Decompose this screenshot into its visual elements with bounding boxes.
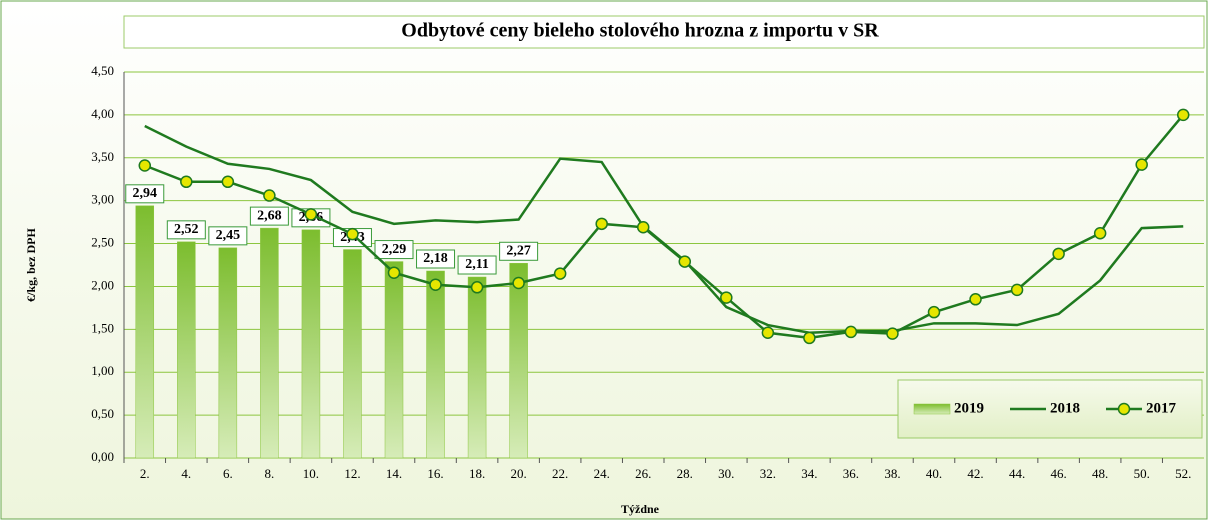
marker	[720, 291, 733, 304]
bar	[426, 270, 445, 459]
x-axis-label: Týždne	[621, 502, 660, 516]
x-tick-label: 4.	[181, 466, 191, 481]
marker	[844, 325, 858, 339]
x-tick-label: 6.	[223, 466, 233, 481]
x-tick-label: 2.	[140, 466, 150, 481]
value-label: 2,94	[133, 186, 158, 201]
bar	[509, 263, 528, 459]
value-label: 2,45	[216, 228, 241, 243]
marker	[1010, 283, 1024, 297]
value-label: 2,18	[423, 251, 448, 266]
marker	[1052, 247, 1065, 261]
legend-swatch	[913, 403, 951, 415]
marker	[803, 331, 816, 345]
marker	[180, 175, 193, 189]
line	[144, 114, 1185, 340]
x-tick-label: 28.	[677, 466, 693, 481]
marker	[346, 227, 359, 241]
x-tick-label: 44.	[1009, 466, 1025, 481]
y-tick-label: 0,50	[91, 406, 114, 421]
y-tick-label: 1,50	[91, 320, 114, 335]
marker	[512, 276, 525, 290]
marker	[1093, 227, 1107, 240]
value-label: 2,68	[257, 208, 282, 223]
x-tick-label: 34.	[801, 466, 817, 481]
legend-label: 2017	[1146, 400, 1177, 416]
marker	[886, 327, 899, 340]
x-tick-label: 22.	[552, 466, 568, 481]
x-tick-label: 42.	[967, 466, 983, 481]
value-label: 2,29	[382, 242, 407, 257]
value-label-box	[499, 241, 539, 261]
legend-marker	[1117, 402, 1131, 416]
y-tick-label: 0,00	[91, 449, 114, 464]
marker	[221, 175, 235, 189]
bar	[301, 229, 321, 459]
y-tick-label: 2,00	[91, 277, 114, 292]
x-tick-label: 32.	[760, 466, 776, 481]
marker	[429, 278, 442, 291]
legend-label: 2018	[1050, 400, 1080, 416]
x-tick-label: 48.	[1092, 466, 1108, 481]
value-label-box	[208, 226, 248, 246]
x-tick-label: 36.	[843, 466, 859, 481]
bar	[260, 227, 279, 459]
x-tick-label: 46.	[1050, 466, 1066, 481]
x-tick-label: 10.	[303, 466, 319, 481]
bar	[343, 249, 362, 459]
value-label: 2,11	[465, 257, 489, 272]
marker	[138, 159, 152, 172]
x-tick-label: 20.	[510, 466, 526, 481]
x-tick-label: 8.	[265, 466, 275, 481]
x-tick-label: 24.	[594, 466, 610, 481]
marker	[1176, 108, 1190, 122]
y-tick-label: 2,50	[91, 235, 114, 250]
x-tick-label: 30.	[718, 466, 734, 481]
title-box	[123, 15, 1205, 49]
value-label: 2,52	[174, 222, 199, 237]
bar	[384, 261, 404, 459]
y-tick-label: 4,50	[91, 63, 114, 78]
marker	[636, 221, 650, 234]
marker	[387, 266, 401, 279]
x-tick-label: 38.	[884, 466, 900, 481]
y-tick-label: 3,50	[91, 149, 114, 164]
marker	[678, 255, 692, 268]
x-tick-label: 52.	[1175, 466, 1191, 481]
bar	[135, 205, 155, 459]
marker	[761, 326, 775, 340]
value-label-box	[166, 220, 206, 240]
marker	[595, 217, 608, 231]
x-tick-label: 50.	[1134, 466, 1150, 481]
y-axis-label: €/kg, bez DPH	[24, 228, 38, 302]
x-tick-label: 14.	[386, 466, 402, 481]
x-tick-label: 16.	[427, 466, 443, 481]
marker	[1135, 158, 1148, 171]
value-label-box	[249, 206, 289, 226]
y-tick-label: 4,00	[91, 106, 114, 121]
x-tick-label: 40.	[926, 466, 942, 481]
y-tick-label: 3,00	[91, 192, 114, 207]
bar	[218, 247, 238, 459]
x-tick-label: 26.	[635, 466, 651, 481]
x-tick-label: 12.	[344, 466, 360, 481]
value-label: 2,27	[506, 244, 531, 259]
marker	[263, 189, 276, 202]
marker	[553, 267, 567, 280]
marker	[969, 293, 982, 306]
legend-label: 2019	[954, 400, 984, 416]
marker	[470, 281, 484, 294]
marker	[927, 305, 941, 319]
value-label-box	[374, 240, 414, 260]
y-tick-label: 1,00	[91, 363, 114, 378]
marker	[304, 208, 318, 221]
chart-title: Odbytové ceny bieleho stolového hrozna z…	[401, 20, 879, 42]
bar	[467, 276, 487, 459]
value-label-box	[416, 249, 456, 269]
x-tick-label: 18.	[469, 466, 485, 481]
value-label-box	[125, 184, 165, 204]
bar	[177, 241, 196, 459]
value-label-box	[457, 255, 497, 275]
